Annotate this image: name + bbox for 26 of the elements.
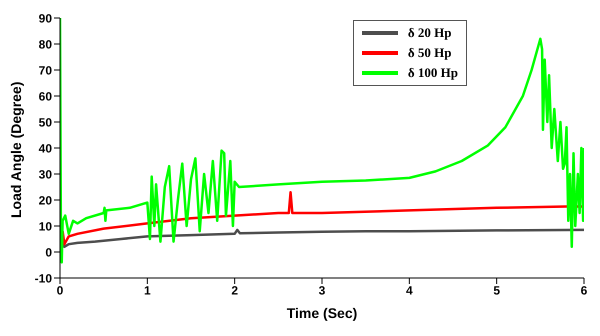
line-series [61, 228, 584, 248]
line-series [61, 190, 584, 246]
y-axis-title: Load Angle (Degree) [8, 82, 24, 218]
x-tick-label: 2 [231, 284, 238, 298]
line-series [60, 18, 584, 264]
y-tick-label: 10 [38, 219, 52, 234]
y-tick-label: 0 [45, 245, 52, 260]
y-tick-label: 40 [38, 141, 52, 156]
y-tick-label: 90 [38, 11, 52, 26]
legend-label: δ 100 Hp [408, 65, 458, 81]
y-tick-label: 20 [38, 193, 52, 208]
x-tick-label: 5 [493, 284, 500, 298]
x-tick-label: 4 [406, 284, 413, 298]
legend-label: δ 50 Hp [408, 45, 452, 61]
y-tick-label: -10 [34, 271, 52, 286]
x-tick-label: 3 [318, 284, 326, 298]
y-tick-label: 50 [38, 115, 52, 130]
x-tick-label: 1 [144, 284, 151, 298]
y-tick-label: 30 [38, 167, 52, 182]
x-axis-title: Time (Sec) [286, 305, 358, 321]
y-tick-label: 80 [38, 37, 52, 52]
legend-label: δ 20 Hp [408, 25, 452, 41]
y-tick-label: 60 [38, 89, 52, 104]
x-tick-label: 0 [56, 284, 64, 298]
x-tick-label: 6 [580, 284, 588, 298]
y-tick-label: 70 [38, 63, 52, 78]
